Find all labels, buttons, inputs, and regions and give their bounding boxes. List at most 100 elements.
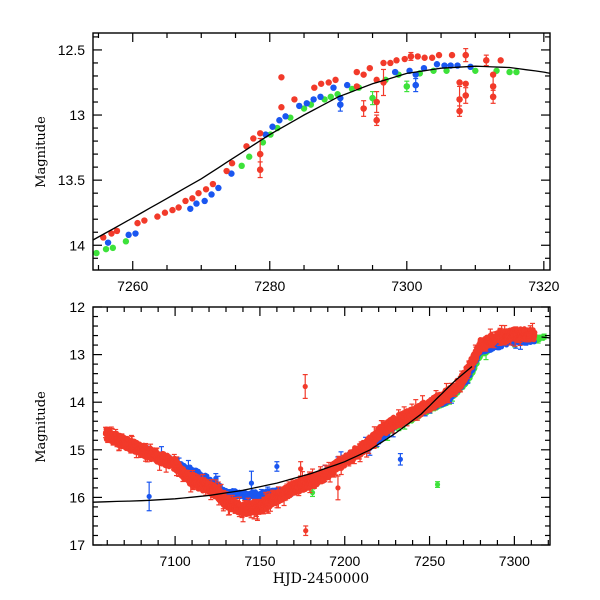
data-point-blue (330, 84, 337, 91)
data-point-red-errorbar (360, 105, 367, 112)
data-point-blue (187, 205, 194, 212)
data-point-green (506, 68, 513, 76)
data-point-red (161, 209, 169, 216)
series-green (309, 330, 547, 498)
data-point-red (169, 206, 176, 214)
y-tick-label: 13 (69, 107, 85, 123)
data-point-red-errorbar (256, 166, 264, 173)
data-point-red-errorbar (256, 150, 264, 158)
data-point-green (327, 93, 334, 101)
plot-frame (92, 32, 551, 271)
y-tick-label: 13.5 (58, 172, 85, 188)
data-point-red (195, 189, 202, 197)
data-point-blue (303, 100, 310, 107)
top-model-curve (92, 65, 551, 241)
data-point-blue (296, 102, 303, 110)
data-point-blue (201, 197, 208, 205)
data-point-red (497, 57, 504, 64)
data-point-red (141, 217, 148, 224)
outlier-point-blue (146, 493, 152, 500)
data-point-red (154, 213, 161, 220)
data-point-blue (193, 200, 200, 207)
data-point-red (380, 59, 387, 67)
data-point-blue-errorbar (412, 81, 419, 89)
data-point-blue (132, 230, 139, 237)
data-point-blue (433, 61, 441, 68)
data-point-red (353, 68, 360, 76)
series-blue (104, 61, 474, 246)
top-data-marks (93, 48, 520, 257)
data-point-red (228, 160, 236, 167)
data-point-red (134, 219, 141, 227)
data-point-red-errorbar (483, 57, 490, 64)
data-point-blue-errorbar (337, 101, 344, 108)
data-point-green (109, 244, 117, 252)
data-point-red (353, 83, 360, 90)
data-point-red-errorbar (462, 51, 469, 59)
data-point-blue (215, 184, 222, 192)
data-point-red (113, 227, 121, 235)
data-point-red-errorbar (407, 53, 415, 60)
data-point-red (278, 104, 285, 111)
data-point-blue (441, 62, 448, 69)
data-point-green (122, 238, 130, 245)
data-point-red (366, 64, 374, 72)
data-point-red (182, 197, 189, 205)
y-tick-label: 14 (69, 237, 85, 253)
data-point-red (256, 130, 264, 137)
data-point-green (93, 249, 100, 257)
x-tick-label: 7280 (254, 278, 285, 294)
data-point-green (513, 68, 520, 76)
data-point-red (189, 195, 196, 202)
data-point-green-errorbar (403, 83, 411, 90)
data-point-red (332, 76, 339, 84)
data-point-blue (125, 231, 132, 239)
data-point-red-errorbar (456, 96, 463, 103)
outlier-point-blue (274, 463, 280, 470)
data-point-blue (310, 96, 317, 103)
y-tick-label: 12.5 (58, 42, 85, 58)
data-point-red (448, 51, 456, 59)
data-point-green (238, 162, 245, 170)
data-point-blue (228, 170, 235, 177)
data-point-red (462, 80, 469, 87)
outlier-point-blue (397, 456, 403, 462)
series-red (102, 322, 538, 537)
data-point-green (443, 67, 450, 74)
data-point-red (108, 230, 115, 237)
data-point-blue (269, 123, 276, 130)
x-tick-label: 7260 (117, 278, 148, 294)
top-axes: 7260 7280 7300 7320 12.5 13 13.5 14 (58, 32, 560, 294)
data-point-red (387, 59, 394, 67)
data-point-red-errorbar (373, 98, 380, 106)
data-point-green (102, 245, 110, 253)
data-point-green (287, 114, 294, 121)
data-point-green-errorbar (369, 94, 376, 102)
data-point-blue (317, 93, 324, 101)
data-point-blue (282, 113, 289, 120)
data-point-blue (343, 81, 351, 89)
series-green (93, 67, 520, 257)
data-point-blue (420, 64, 428, 72)
data-point-red-errorbar (456, 107, 463, 115)
x-tick-label: 7300 (391, 278, 422, 294)
data-point-red (435, 51, 443, 59)
data-point-red-errorbar (462, 92, 469, 99)
data-point-red (250, 135, 257, 142)
data-point-red-errorbar (489, 83, 497, 90)
data-point-red (401, 55, 408, 63)
x-tick-label: 7320 (528, 278, 559, 294)
data-point-blue (391, 68, 399, 76)
outlier-point-green (309, 490, 316, 496)
data-point-red (428, 54, 436, 61)
series-red (100, 48, 504, 241)
data-point-red (311, 84, 318, 91)
data-point-green (472, 67, 479, 74)
data-point-red (456, 79, 463, 86)
data-point-red (209, 180, 217, 188)
data-point-red (325, 79, 332, 86)
data-point-red (175, 204, 182, 211)
data-point-red-errorbar (373, 117, 380, 124)
data-point-green (300, 105, 308, 112)
data-point-red (393, 57, 400, 64)
